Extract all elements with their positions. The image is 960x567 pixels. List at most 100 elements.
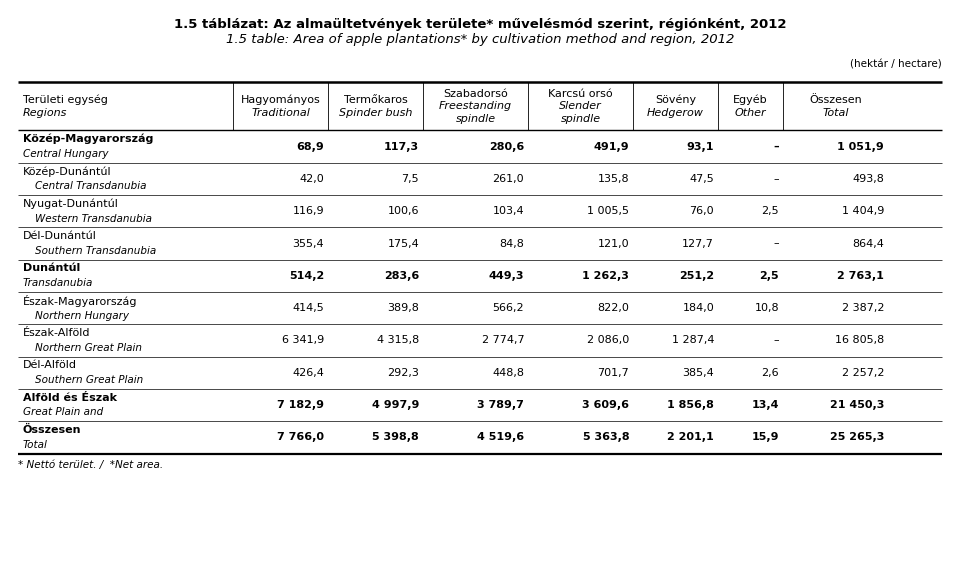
Text: Northern Great Plain: Northern Great Plain	[36, 343, 142, 353]
Text: 121,0: 121,0	[597, 239, 629, 248]
Text: 5 398,8: 5 398,8	[372, 433, 420, 442]
Text: 280,6: 280,6	[489, 142, 524, 151]
Text: 292,3: 292,3	[387, 368, 420, 378]
Text: 864,4: 864,4	[852, 239, 884, 248]
Text: 1 404,9: 1 404,9	[842, 206, 884, 216]
Text: 355,4: 355,4	[293, 239, 324, 248]
Text: 1 262,3: 1 262,3	[583, 271, 629, 281]
Text: 1 287,4: 1 287,4	[672, 336, 714, 345]
Text: 4 997,9: 4 997,9	[372, 400, 420, 410]
Text: Alföld és Észak: Alföld és Észak	[23, 393, 117, 403]
Text: Észak-Magyarország: Észak-Magyarország	[23, 295, 137, 307]
Text: 261,0: 261,0	[492, 174, 524, 184]
Text: 103,4: 103,4	[492, 206, 524, 216]
Text: Great Plain and: Great Plain and	[23, 408, 103, 417]
Text: Freestanding: Freestanding	[439, 101, 512, 111]
Text: 4 519,6: 4 519,6	[477, 433, 524, 442]
Text: 2 086,0: 2 086,0	[587, 336, 629, 345]
Text: Hagyományos: Hagyományos	[241, 95, 321, 105]
Text: Közép-Dunántúl: Közép-Dunántúl	[23, 166, 111, 177]
Text: 127,7: 127,7	[683, 239, 714, 248]
Text: 2 774,7: 2 774,7	[482, 336, 524, 345]
Text: 76,0: 76,0	[689, 206, 714, 216]
Text: 283,6: 283,6	[384, 271, 420, 281]
Text: 7 182,9: 7 182,9	[277, 400, 324, 410]
Text: 2 257,2: 2 257,2	[842, 368, 884, 378]
Text: 47,5: 47,5	[689, 174, 714, 184]
Text: 4 315,8: 4 315,8	[377, 336, 420, 345]
Text: Észak-Alföld: Észak-Alföld	[23, 328, 90, 338]
Text: 5 363,8: 5 363,8	[583, 433, 629, 442]
Text: 2,6: 2,6	[761, 368, 780, 378]
Text: 25 265,3: 25 265,3	[829, 433, 884, 442]
Text: * Nettó terület. /  *Net area.: * Nettó terület. / *Net area.	[18, 460, 163, 471]
Text: 1.5 table: Area of apple plantations* by cultivation method and region, 2012: 1.5 table: Area of apple plantations* by…	[226, 33, 734, 46]
Text: Dél-Dunántúl: Dél-Dunántúl	[23, 231, 97, 241]
Text: 385,4: 385,4	[683, 368, 714, 378]
Text: Összesen: Összesen	[809, 95, 862, 105]
Text: 7,5: 7,5	[401, 174, 420, 184]
Text: Sövény: Sövény	[655, 95, 696, 105]
Text: Traditional: Traditional	[252, 108, 310, 117]
Text: Összesen: Összesen	[23, 425, 82, 435]
Text: Nyugat-Dunántúl: Nyugat-Dunántúl	[23, 198, 119, 209]
Text: Egyéb: Egyéb	[733, 95, 768, 105]
Text: 116,9: 116,9	[293, 206, 324, 216]
Text: 13,4: 13,4	[752, 400, 780, 410]
Text: 7 766,0: 7 766,0	[277, 433, 324, 442]
Text: 2,5: 2,5	[759, 271, 780, 281]
Text: Total: Total	[23, 440, 48, 450]
Text: 448,8: 448,8	[492, 368, 524, 378]
Text: 93,1: 93,1	[686, 142, 714, 151]
Text: –: –	[774, 336, 780, 345]
Text: 2,5: 2,5	[761, 206, 780, 216]
Text: 701,7: 701,7	[597, 368, 629, 378]
Text: 100,6: 100,6	[388, 206, 420, 216]
Text: Hedgerow: Hedgerow	[647, 108, 704, 117]
Text: 822,0: 822,0	[597, 303, 629, 313]
Text: –: –	[774, 239, 780, 248]
Text: 84,8: 84,8	[499, 239, 524, 248]
Text: Transdanubia: Transdanubia	[23, 278, 93, 288]
Text: 3 609,6: 3 609,6	[582, 400, 629, 410]
Text: 389,8: 389,8	[387, 303, 420, 313]
Text: 566,2: 566,2	[492, 303, 524, 313]
Text: spindle: spindle	[561, 114, 601, 124]
Text: 2 201,1: 2 201,1	[667, 433, 714, 442]
Text: 184,0: 184,0	[683, 303, 714, 313]
Text: 15,9: 15,9	[752, 433, 780, 442]
Text: 175,4: 175,4	[388, 239, 420, 248]
Text: Southern Transdanubia: Southern Transdanubia	[36, 246, 156, 256]
Text: 21 450,3: 21 450,3	[829, 400, 884, 410]
Text: spindle: spindle	[455, 114, 495, 124]
Text: Termőkaros: Termőkaros	[344, 95, 407, 105]
Text: Central Transdanubia: Central Transdanubia	[36, 181, 147, 191]
Text: Karcsú orsó: Karcsú orsó	[548, 89, 612, 99]
Text: 1 856,8: 1 856,8	[667, 400, 714, 410]
Text: Területi egység: Területi egység	[23, 95, 108, 105]
Text: 135,8: 135,8	[597, 174, 629, 184]
Text: (hektár / hectare): (hektár / hectare)	[851, 60, 942, 70]
Text: 426,4: 426,4	[292, 368, 324, 378]
Text: Slender: Slender	[559, 101, 602, 111]
Text: 68,9: 68,9	[297, 142, 324, 151]
Text: 493,8: 493,8	[852, 174, 884, 184]
Text: 449,3: 449,3	[489, 271, 524, 281]
Text: 1 005,5: 1 005,5	[588, 206, 629, 216]
Text: 414,5: 414,5	[293, 303, 324, 313]
Text: Közép-Magyarország: Közép-Magyarország	[23, 134, 154, 145]
Text: Regions: Regions	[23, 108, 67, 117]
Text: –: –	[774, 174, 780, 184]
Text: 491,9: 491,9	[593, 142, 629, 151]
Text: Western Transdanubia: Western Transdanubia	[36, 214, 153, 223]
Text: 2 387,2: 2 387,2	[842, 303, 884, 313]
Text: 10,8: 10,8	[755, 303, 780, 313]
Text: 42,0: 42,0	[300, 174, 324, 184]
Text: 1 051,9: 1 051,9	[837, 142, 884, 151]
Text: 6 341,9: 6 341,9	[282, 336, 324, 345]
Text: 16 805,8: 16 805,8	[835, 336, 884, 345]
Text: 117,3: 117,3	[384, 142, 420, 151]
Text: 2 763,1: 2 763,1	[837, 271, 884, 281]
Text: Total: Total	[823, 108, 849, 117]
Text: Dunántúl: Dunántúl	[23, 264, 80, 273]
